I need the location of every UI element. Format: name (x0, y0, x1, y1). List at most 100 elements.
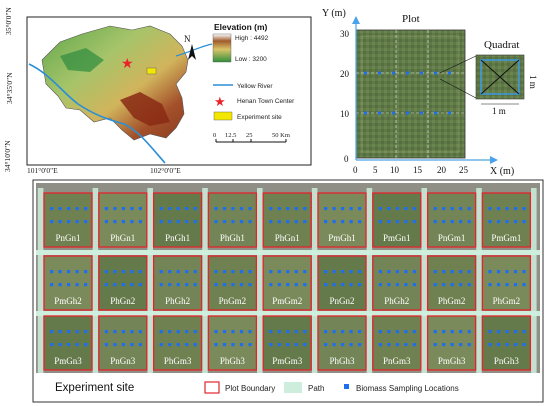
biomass-sampling-location (378, 270, 382, 274)
biomass-sampling-location (358, 270, 362, 274)
site-plot: PnGh1 (152, 192, 203, 248)
biomass-sampling-location (442, 283, 446, 287)
biomass-sampling-location (349, 207, 353, 211)
plot-sampling-point (392, 71, 395, 75)
site-plot: PmGh1 (317, 192, 367, 248)
legend-path-label: Path (308, 384, 324, 393)
plot-boundary (98, 192, 148, 248)
biomass-sampling-location (193, 343, 197, 347)
biomass-sampling-location (358, 283, 362, 287)
biomass-sampling-location (239, 343, 244, 347)
biomass-sampling-location (159, 207, 163, 211)
biomass-sampling-location (442, 207, 446, 211)
biomass-sampling-location (522, 220, 526, 224)
plot-boundary (481, 192, 532, 248)
biomass-sampling-location (113, 330, 117, 334)
y-tick-20: 20 (340, 69, 350, 79)
x-axis-label: X (m) (490, 166, 514, 177)
site-plot: PhGh2 (372, 255, 422, 311)
biomass-sampling-location (75, 330, 79, 334)
biomass-sampling-location (185, 220, 189, 224)
biomass-sampling-location (277, 283, 281, 287)
biomass-sampling-location (450, 343, 454, 347)
biomass-sampling-location (248, 270, 252, 274)
biomass-sampling-location (222, 343, 227, 347)
legend-sampling-label: Biomass Sampling Locations (356, 384, 459, 393)
biomass-sampling-location (159, 343, 163, 347)
biomass-sampling-location (387, 207, 391, 211)
biomass-sampling-location (168, 283, 172, 287)
biomass-sampling-location (239, 207, 244, 211)
biomass-sampling-location (341, 207, 345, 211)
biomass-sampling-location (488, 207, 492, 211)
biomass-sampling-location (277, 330, 281, 334)
biomass-sampling-location (214, 343, 218, 347)
plot-title: Plot (402, 13, 420, 25)
plot-boundary (262, 192, 312, 248)
biomass-sampling-location (341, 283, 345, 287)
site-paths (36, 188, 540, 373)
biomass-sampling-location (505, 343, 509, 347)
plot-label: PnGh1 (165, 233, 190, 243)
biomass-sampling-location (303, 207, 307, 211)
biomass-sampling-location (324, 270, 328, 274)
biomass-sampling-location (404, 283, 408, 287)
biomass-sampling-location (395, 220, 399, 224)
biomass-sampling-location (522, 270, 526, 274)
biomass-sampling-location (231, 270, 235, 274)
plot-sampling-point (406, 71, 409, 75)
biomass-sampling-location (332, 283, 336, 287)
biomass-sampling-location (332, 330, 336, 334)
biomass-sampling-location (467, 283, 471, 287)
plot-label: PmGn3 (54, 356, 82, 366)
biomass-sampling-location (387, 343, 391, 347)
biomass-sampling-location (324, 283, 328, 287)
biomass-sampling-location (168, 220, 172, 224)
plot-label: PhGm2 (493, 296, 521, 306)
biomass-sampling-location (294, 207, 298, 211)
site-plot: PmGn3 (43, 315, 93, 371)
plot-sampling-point (406, 111, 409, 115)
biomass-sampling-location (404, 343, 408, 347)
plot-sampling-point (378, 111, 381, 115)
biomass-sampling-location (138, 220, 142, 224)
site-plot: PhGn2 (98, 255, 148, 311)
biomass-sampling-location (303, 343, 307, 347)
site-path (531, 188, 537, 373)
plot-boundary (317, 315, 367, 371)
biomass-sampling-location (104, 283, 108, 287)
site-plot: PhGn1 (98, 192, 148, 248)
biomass-sampling-location (387, 220, 391, 224)
plot-sampling-point (434, 111, 437, 115)
site-plot: PhGm2 (426, 255, 477, 311)
site-plot: PhGh2 (152, 255, 203, 311)
biomass-sampling-location (113, 207, 117, 211)
biomass-sampling-location (450, 270, 454, 274)
plot-boundary (43, 315, 93, 371)
elevation-high: High : 4492 (235, 35, 269, 42)
biomass-sampling-location (168, 343, 172, 347)
biomass-sampling-location (522, 207, 526, 211)
lon-label-2: 102°0'0"E (150, 166, 181, 175)
site-plot: PhGh3 (317, 315, 367, 371)
plot-sampling-point (448, 111, 451, 115)
biomass-sampling-location (496, 207, 501, 211)
biomass-sampling-location (286, 207, 290, 211)
biomass-sampling-location (496, 343, 501, 347)
plot-sampling-points (364, 71, 451, 115)
biomass-sampling-location (121, 343, 125, 347)
biomass-sampling-location (395, 330, 399, 334)
biomass-sampling-location (185, 270, 189, 274)
site-plot: PnGn1 (43, 192, 93, 248)
biomass-sampling-location (412, 270, 416, 274)
plot-label: PhGh2 (165, 296, 190, 306)
plot-boundary (426, 315, 477, 371)
biomass-sampling-location (159, 270, 163, 274)
plot-sampling-point (378, 71, 381, 75)
plot-label: PhGm2 (438, 296, 466, 306)
biomass-sampling-location (130, 220, 134, 224)
plot-sampling-point (420, 111, 423, 115)
biomass-sampling-location (176, 270, 180, 274)
biomass-sampling-location (84, 283, 88, 287)
